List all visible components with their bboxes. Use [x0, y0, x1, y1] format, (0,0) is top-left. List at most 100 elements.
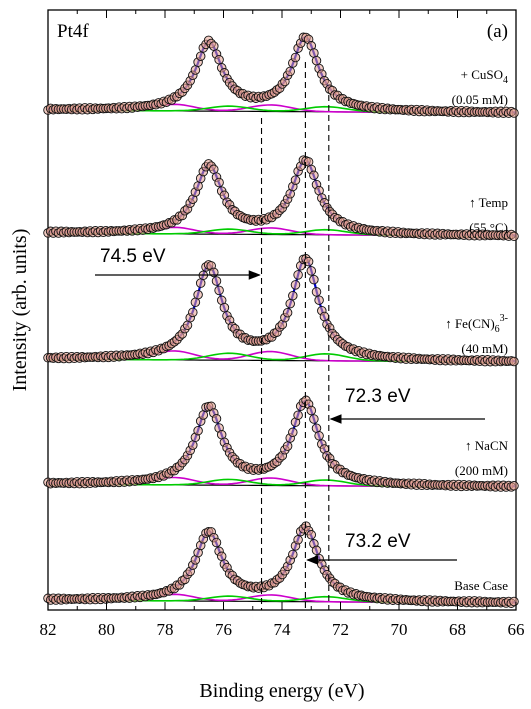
trace-label-line1: ↑ Fe(CN)63- — [445, 313, 508, 335]
trace-label-line2: (200 mM) — [455, 463, 508, 478]
data-point — [282, 441, 293, 451]
data-point — [209, 164, 219, 175]
data-point — [211, 276, 222, 286]
reference-lines — [260, 62, 330, 610]
trace-label-text: Base Case — [454, 578, 508, 593]
data-point — [509, 108, 519, 118]
x-tick-label: 66 — [508, 620, 525, 639]
data-point — [319, 311, 330, 322]
trace-label-line1: ↑ Temp — [469, 195, 508, 210]
x-tick-label: 76 — [215, 620, 232, 639]
trace-label-line2: (55 °C) — [469, 220, 508, 235]
x-axis-title: Binding energy (eV) — [199, 680, 364, 702]
x-tick-label: 82 — [40, 620, 57, 639]
data-point — [190, 65, 201, 75]
fit-envelope — [48, 256, 517, 363]
data-point — [290, 52, 301, 63]
trace-label-line1: + CuSO4 — [461, 67, 508, 86]
data-point — [314, 431, 324, 441]
trace-label-subscript: 4 — [503, 75, 508, 86]
trace-4 — [43, 395, 519, 492]
data-point — [303, 256, 314, 267]
x-tick-label: 72 — [332, 620, 349, 639]
x-tick-label: 80 — [98, 620, 115, 639]
data-point — [293, 270, 303, 280]
trace-label-subscript: 6 — [495, 324, 500, 335]
data-point — [509, 356, 519, 367]
trace-label-text: ↑ Temp — [469, 195, 508, 210]
data-point — [285, 66, 295, 77]
data-point — [309, 414, 319, 424]
x-axis: 82 80 78 76 74 72 70 68 66 — [40, 10, 525, 639]
fit-envelope — [48, 158, 516, 237]
fit-envelope — [48, 399, 516, 488]
data-point — [188, 307, 198, 318]
plot-frame — [47, 9, 517, 611]
data-point — [314, 295, 324, 305]
trace-1 — [43, 32, 519, 118]
annotation-label: 72.3 eV — [345, 386, 411, 407]
data-point — [293, 410, 303, 420]
trace-label-line1: Base Case — [454, 578, 508, 593]
data-point — [288, 290, 298, 301]
x-tick-label: 70 — [391, 620, 408, 639]
trace-label-line2: (40 mM) — [461, 341, 508, 356]
data-point — [214, 177, 224, 188]
trace-label-superscript: 3- — [500, 313, 508, 324]
data-point — [306, 530, 317, 540]
data-point — [211, 537, 222, 548]
trace-labels: + CuSO4 (0.05 mM) ↑ Temp (55 °C) ↑ Fe(CN)63-… — [445, 67, 508, 593]
data-point — [309, 170, 319, 181]
trace-label-text: ↑ Fe(CN) — [445, 316, 494, 331]
data-point — [290, 280, 301, 290]
data-point — [195, 278, 206, 288]
trace-3 — [43, 254, 519, 367]
data-point — [193, 289, 203, 300]
data-point — [306, 266, 317, 276]
annotation-2: 72.3 eV — [329, 386, 485, 424]
annotation-label: 74.5 eV — [100, 246, 166, 267]
data-point — [288, 427, 298, 438]
trace-label-text: + CuSO — [461, 67, 503, 82]
x-tick-label: 78 — [157, 620, 174, 639]
data-point — [306, 405, 317, 416]
annotations: 74.5 eV 72.3 eV 73.2 eV — [95, 246, 485, 565]
data-point — [288, 549, 298, 560]
trace-label-line1: ↑ NaCN — [465, 438, 509, 453]
y-axis-title: Intensity (arb. units) — [9, 229, 31, 392]
panel-tag: Pt4f — [57, 21, 89, 42]
data-point — [195, 51, 206, 61]
data-point — [214, 54, 224, 65]
data-point — [209, 41, 219, 51]
fit-envelope — [48, 525, 516, 604]
data-point — [211, 413, 222, 424]
x-tick-label: 68 — [449, 620, 466, 639]
data-point — [219, 302, 230, 313]
data-point — [509, 231, 519, 242]
annotation-label: 73.2 eV — [345, 531, 411, 552]
data-point — [285, 298, 295, 309]
data-point — [311, 287, 322, 297]
data-point — [311, 55, 322, 66]
annotation-1: 74.5 eV — [95, 246, 261, 280]
trace-label-text: ↑ NaCN — [465, 438, 509, 453]
data-point — [193, 425, 203, 436]
annotation-3: 73.2 eV — [306, 531, 457, 565]
data-point — [509, 481, 519, 491]
traces-layer — [43, 32, 519, 608]
data-point — [309, 274, 319, 285]
data-point — [214, 285, 224, 296]
data-point — [188, 440, 198, 450]
data-point — [311, 545, 322, 556]
data-point — [216, 551, 227, 562]
data-point — [290, 175, 301, 185]
trace-2 — [43, 155, 519, 242]
trace-5 — [43, 521, 519, 608]
data-point — [509, 596, 519, 607]
trace-label-line2: (0.05 mM) — [452, 92, 508, 107]
x-tick-label: 74 — [274, 620, 292, 639]
data-point — [282, 307, 293, 318]
data-point — [293, 535, 303, 545]
